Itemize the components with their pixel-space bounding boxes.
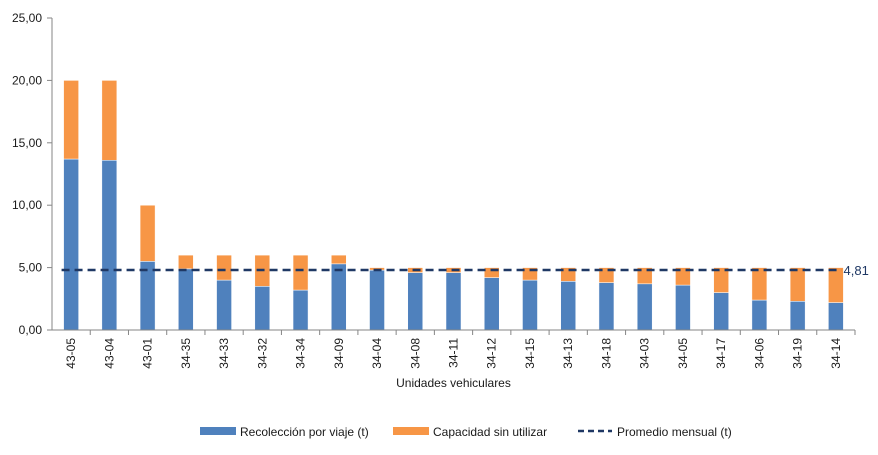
bar-recoleccion xyxy=(139,261,156,331)
bar-capacidad xyxy=(101,80,118,161)
average-value-label: 4,81 xyxy=(844,263,869,278)
bar-capacidad xyxy=(178,254,194,270)
x-tick-label: 34-04 xyxy=(370,338,384,369)
x-tick-label: 34-19 xyxy=(791,338,805,369)
bar-capacidad xyxy=(331,254,347,265)
legend-item-promedio: Promedio mensual (t) xyxy=(578,425,732,439)
legend-swatch-capacidad xyxy=(393,427,429,435)
bar-recoleccion xyxy=(331,263,347,331)
bar-recoleccion xyxy=(636,283,653,331)
x-tick-label: 34-32 xyxy=(255,338,269,369)
bar-recoleccion xyxy=(254,286,271,331)
bar-capacidad xyxy=(789,267,806,302)
x-tick-label: 34-34 xyxy=(294,338,308,369)
bar-capacidad xyxy=(713,267,729,293)
x-axis-ticks: 43-05 43-04 43-01 34-35 34-33 34-32 34-34 34-09… xyxy=(64,330,856,369)
y-tick-label: 15,00 xyxy=(12,136,42,150)
legend-swatch-recoleccion xyxy=(200,427,236,435)
bar-recoleccion xyxy=(598,282,615,331)
bar-capacidad xyxy=(598,267,615,283)
x-tick-label: 34-06 xyxy=(752,338,766,369)
bar-recoleccion xyxy=(751,299,768,331)
legend: Recolección por viaje (t) Capacidad sin … xyxy=(200,425,732,439)
x-tick-label: 34-09 xyxy=(332,338,346,369)
bar-capacidad xyxy=(483,267,500,278)
y-tick-label: 25,00 xyxy=(12,11,42,25)
x-tick-label: 34-33 xyxy=(217,338,231,369)
legend-label-promedio: Promedio mensual (t) xyxy=(617,425,732,439)
x-tick-label: 43-04 xyxy=(102,338,116,369)
bar-recoleccion xyxy=(292,289,309,331)
x-tick-label: 34-12 xyxy=(485,338,499,369)
bar-recoleccion xyxy=(178,268,194,331)
x-axis-title: Unidades vehiculares xyxy=(396,376,511,390)
bar-recoleccion xyxy=(675,284,691,331)
legend-label-recoleccion: Recolección por viaje (t) xyxy=(240,425,369,439)
bar-recoleccion xyxy=(407,272,424,331)
bars xyxy=(63,80,844,331)
x-tick-label: 34-18 xyxy=(599,338,613,369)
x-tick-label: 34-13 xyxy=(561,338,575,369)
bar-recoleccion xyxy=(445,272,462,331)
legend-item-recoleccion: Recolección por viaje (t) xyxy=(200,425,369,439)
bar-recoleccion xyxy=(483,277,500,331)
bar-recoleccion xyxy=(216,279,232,331)
x-tick-label: 34-03 xyxy=(638,338,652,369)
y-tick-label: 5,00 xyxy=(19,261,43,275)
x-tick-label: 34-08 xyxy=(408,338,422,369)
bar-capacidad xyxy=(216,254,232,281)
legend-item-capacidad: Capacidad sin utilizar xyxy=(393,425,547,439)
x-tick-label: 34-15 xyxy=(523,338,537,369)
x-tick-label: 34-14 xyxy=(829,338,843,369)
legend-label-capacidad: Capacidad sin utilizar xyxy=(433,425,547,439)
bar-capacidad xyxy=(139,204,156,262)
y-tick-label: 0,00 xyxy=(19,323,43,337)
bar-recoleccion xyxy=(713,292,729,331)
bar-capacidad xyxy=(292,254,309,291)
y-axis-ticks: 0,00 5,00 10,00 15,00 20,00 25,00 xyxy=(12,11,52,337)
x-tick-label: 34-35 xyxy=(179,338,193,369)
bar-capacidad xyxy=(636,267,653,285)
x-tick-label: 34-11 xyxy=(447,338,461,368)
bar-recoleccion xyxy=(522,279,538,331)
y-tick-label: 10,00 xyxy=(12,198,42,212)
bar-recoleccion xyxy=(560,281,576,331)
x-tick-label: 43-05 xyxy=(64,338,78,369)
bar-capacidad xyxy=(751,267,768,301)
y-tick-label: 20,00 xyxy=(12,73,42,87)
bar-recoleccion xyxy=(63,158,79,331)
bar-capacidad xyxy=(675,267,691,286)
bar-capacidad xyxy=(63,80,79,160)
x-tick-label: 34-05 xyxy=(676,338,690,369)
bar-recoleccion xyxy=(789,301,806,331)
bar-recoleccion xyxy=(101,160,118,331)
bar-capacidad xyxy=(828,267,844,303)
x-tick-label: 34-17 xyxy=(714,338,728,369)
bar-recoleccion xyxy=(369,269,385,331)
bar-recoleccion xyxy=(828,302,844,331)
x-tick-label: 43-01 xyxy=(141,338,155,369)
